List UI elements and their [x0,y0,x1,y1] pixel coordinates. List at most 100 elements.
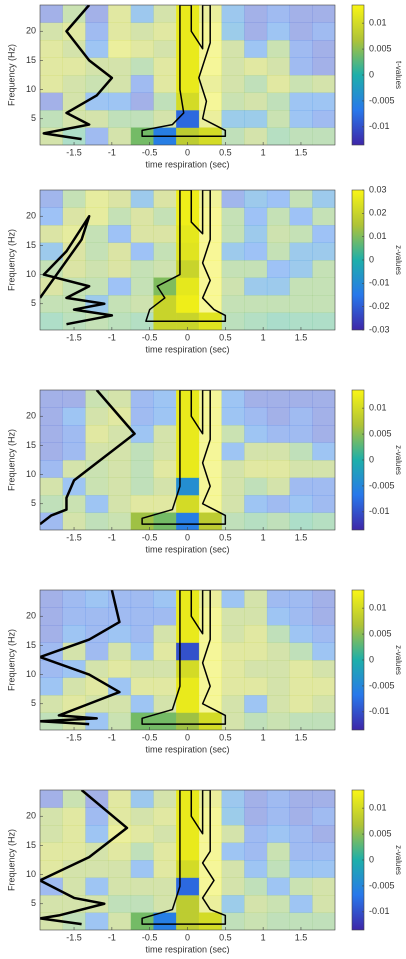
heatmap-cell [62,912,86,930]
heatmap-cell [266,40,290,58]
y-tick-label: 5 [31,498,36,508]
y-tick-label: 10 [26,869,36,879]
heatmap-cell [62,407,86,426]
heatmap-cell [266,5,290,23]
heatmap-cell [176,495,200,513]
heatmap-cell [244,677,268,696]
heatmap-cell [85,877,109,896]
colorbar-label: z-values [394,245,403,275]
heatmap-cell [176,912,200,930]
heatmap-cell [266,642,290,661]
colorbar-tick-label: 0.005 [369,43,392,53]
heatmap-cell [153,390,177,408]
heatmap-cell [221,790,245,808]
heatmap-cell [108,277,132,296]
heatmap-cell [85,277,109,296]
heatmap-cell [221,190,245,208]
heatmap-cell [176,895,200,913]
heatmap-cell [40,207,63,226]
heatmap-cell [312,477,335,496]
heatmap-cell [85,407,109,426]
colorbar-tick-label: -0.02 [369,301,390,311]
heatmap-cell [244,40,268,58]
heatmap-cell [85,390,109,408]
x-axis-label: time respiration (sec) [145,344,229,354]
heatmap-cell [244,312,268,330]
heatmap-cell [108,190,132,208]
y-tick-label: 5 [31,298,36,308]
y-tick-label: 5 [31,898,36,908]
heatmap-cell [153,225,177,243]
x-tick-label: -0.5 [142,147,158,157]
heatmap-cell [153,842,177,861]
heatmap-cell [108,127,132,145]
heatmap-cell [153,625,177,643]
heatmap-cell [130,40,154,58]
heatmap-cell [266,607,290,626]
heatmap-cell [244,895,268,913]
colorbar-tick-label: 0 [369,69,374,79]
heatmap-cell [221,92,245,111]
heatmap-cell [221,895,245,913]
heatmap-cell [176,825,200,843]
heatmap-cell [221,207,245,226]
heatmap-cell [130,807,154,826]
colorbar-tick-label: -0.005 [369,680,395,690]
heatmap-cell [130,110,154,128]
heatmap-cell [62,860,86,878]
heatmap-cell [289,807,313,826]
heatmap-cell [130,260,154,278]
heatmap-cell [153,477,177,496]
x-tick-label: -1.5 [66,332,82,342]
heatmap-cell [312,642,335,661]
heatmap-cell [266,825,290,843]
heatmap-cell [244,590,268,608]
heatmap-cell [153,660,177,678]
heatmap-cell [244,207,268,226]
cluster-outline [141,5,227,137]
heatmap-cell [289,642,313,661]
heatmap-cell [221,40,245,58]
panel: -1.5 -1 -0.5 0 0.5 1 1.5 5 10 15 20 time respiratio… [6,389,403,554]
heatmap-cell [221,277,245,296]
heatmap-cell [221,660,245,678]
heatmap-cell [244,127,268,145]
colorbar-tick-label: 0.01 [369,231,387,241]
y-tick-label: 20 [26,811,36,821]
heatmap-cell [153,425,177,443]
y-axis-label: Frequency (Hz) [6,629,16,691]
y-tick-label: 10 [26,669,36,679]
heatmap-cell [130,242,154,261]
heatmap-cell [40,425,63,443]
heatmap-cell [108,895,132,913]
heatmap-cell [221,225,245,243]
heatmap-cell [153,677,177,696]
heatmap-cell [221,442,245,461]
heatmap-cell [289,477,313,496]
heatmap-cell [176,625,200,643]
heatmap-cell [85,22,109,41]
heatmap-cell [221,912,245,930]
heatmap-cell [85,110,109,128]
heatmap-cell [289,312,313,330]
heatmap-cell [289,277,313,296]
heatmap-cell [176,40,200,58]
heatmap-cell [221,642,245,661]
heatmap-cell [289,57,313,76]
heatmap-cell [266,277,290,296]
heatmap-cell [40,407,63,426]
heatmap-cell [108,712,132,730]
y-axis-label: Frequency (Hz) [6,229,16,291]
heatmap-cell [198,40,222,58]
y-axis-label: Frequency (Hz) [6,44,16,106]
heatmap-cell [244,877,268,896]
heatmap-cell [108,390,132,408]
heatmap-cell [312,207,335,226]
heatmap-cell [244,22,268,41]
heatmap-cell [244,442,268,461]
heatmap-cell [289,590,313,608]
heatmap-cell [266,895,290,913]
heatmap-cell [85,5,109,23]
heatmap-cell [221,295,245,313]
